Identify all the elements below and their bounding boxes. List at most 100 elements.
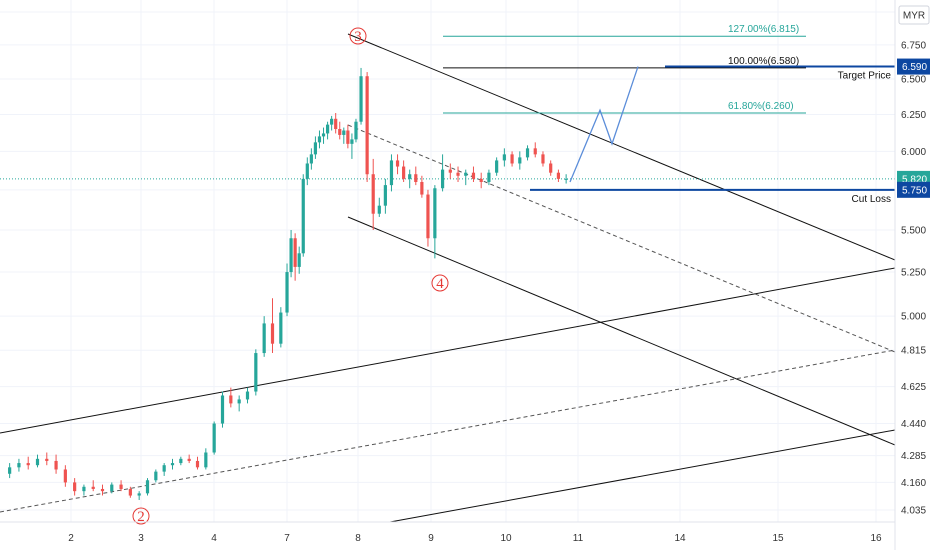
price-badge: 6.590 (897, 58, 930, 75)
projection-line (569, 66, 639, 183)
x-tick-label: 2 (68, 533, 74, 544)
candle (464, 169, 468, 186)
x-axis[interactable]: 2 3 4 7 8 9 10 11 14 15 16 (0, 521, 895, 544)
candle (91, 480, 95, 492)
candle (440, 154, 445, 192)
fib-level-label: 127.00%(6.815) (728, 24, 799, 35)
y-axis[interactable]: 7.0006.7506.5006.2506.0005.7505.5005.250… (894, 0, 930, 550)
candle (195, 456, 200, 470)
y-tick-label: 6.750 (901, 40, 926, 51)
candle (502, 148, 506, 167)
candle (321, 127, 326, 144)
x-tick-label: 3 (138, 533, 144, 544)
candle (479, 172, 483, 189)
candle (170, 458, 175, 470)
level-annotation: Target Price (838, 71, 892, 82)
candle (414, 166, 418, 186)
candle (82, 484, 86, 496)
wave-label: 2 (132, 507, 150, 525)
chart-area[interactable]: 127.00%(6.815) 100.00%(6.580) 61.80%(6.260… (0, 0, 896, 525)
candle (110, 482, 114, 494)
candle (338, 121, 342, 140)
candle (395, 154, 400, 175)
fibonacci-levels: 127.00%(6.815) 100.00%(6.580) 61.80%(6.260… (443, 24, 806, 114)
candle (289, 230, 293, 278)
candle (346, 124, 350, 149)
wave-label: 3 (349, 27, 367, 45)
candle (426, 189, 430, 247)
candle (533, 142, 537, 158)
candle (525, 145, 530, 161)
svg-text:6.590: 6.590 (902, 62, 927, 73)
grid (0, 0, 895, 522)
channel-median-line (0, 349, 896, 513)
y-tick-label: 4.285 (901, 451, 926, 462)
wave-labels: 3 4 2 (132, 27, 449, 525)
wave-label: 4 (431, 274, 449, 292)
svg-text:4: 4 (436, 276, 444, 292)
candle (17, 458, 21, 472)
level-annotations: Target Price Cut Loss (838, 71, 892, 205)
candle (293, 233, 297, 281)
candle (359, 67, 363, 125)
candle (350, 133, 354, 159)
candle (245, 387, 250, 404)
x-tick-label: 4 (211, 533, 217, 544)
candles (8, 67, 568, 500)
candle (377, 197, 381, 217)
candle (179, 456, 183, 466)
x-tick-label: 8 (355, 533, 361, 544)
channel-line (347, 33, 896, 261)
candle (229, 387, 233, 408)
y-tick-label: 4.160 (901, 478, 926, 489)
candle (354, 118, 358, 143)
candle (154, 469, 158, 483)
candle (254, 349, 258, 396)
candle (100, 484, 105, 496)
candle (26, 456, 30, 470)
candle (119, 480, 123, 492)
candle (549, 160, 553, 176)
y-tick-label: 6.500 (901, 74, 926, 85)
x-tick-label: 14 (674, 533, 686, 544)
candle (8, 463, 12, 479)
candle (365, 72, 369, 182)
candle (237, 395, 241, 412)
candle (371, 158, 375, 231)
x-tick-label: 10 (500, 533, 512, 544)
channel-line (0, 267, 896, 434)
candle (63, 465, 67, 487)
channel-line (389, 429, 896, 523)
x-tick-label: 7 (284, 533, 290, 544)
candle (204, 448, 208, 470)
candle (145, 478, 150, 496)
candle (35, 454, 40, 468)
candle (487, 169, 491, 186)
candle (137, 491, 141, 500)
candle (317, 130, 322, 149)
y-tick-label: 6.250 (901, 110, 926, 121)
candle (389, 154, 394, 192)
svg-text:5.820: 5.820 (902, 174, 927, 185)
channel-line (347, 216, 896, 446)
fib-level-label: 100.00%(6.580) (728, 56, 799, 67)
candle (556, 169, 561, 182)
x-tick-label: 15 (772, 533, 784, 544)
x-tick-label: 16 (870, 533, 882, 544)
candle (309, 148, 313, 170)
candle (456, 166, 460, 182)
y-tick-label: 5.500 (901, 226, 926, 237)
candle (297, 246, 301, 274)
channel-median-line (347, 124, 896, 353)
candle (270, 298, 275, 354)
candle (471, 166, 476, 182)
candle (420, 175, 424, 198)
candle (408, 169, 412, 189)
y-tick-label: 5.000 (901, 312, 926, 323)
y-tick-label: 4.440 (901, 419, 926, 430)
candle (305, 157, 309, 186)
candle (448, 163, 452, 179)
y-tick-label: 6.000 (901, 147, 926, 158)
candle (45, 452, 49, 466)
